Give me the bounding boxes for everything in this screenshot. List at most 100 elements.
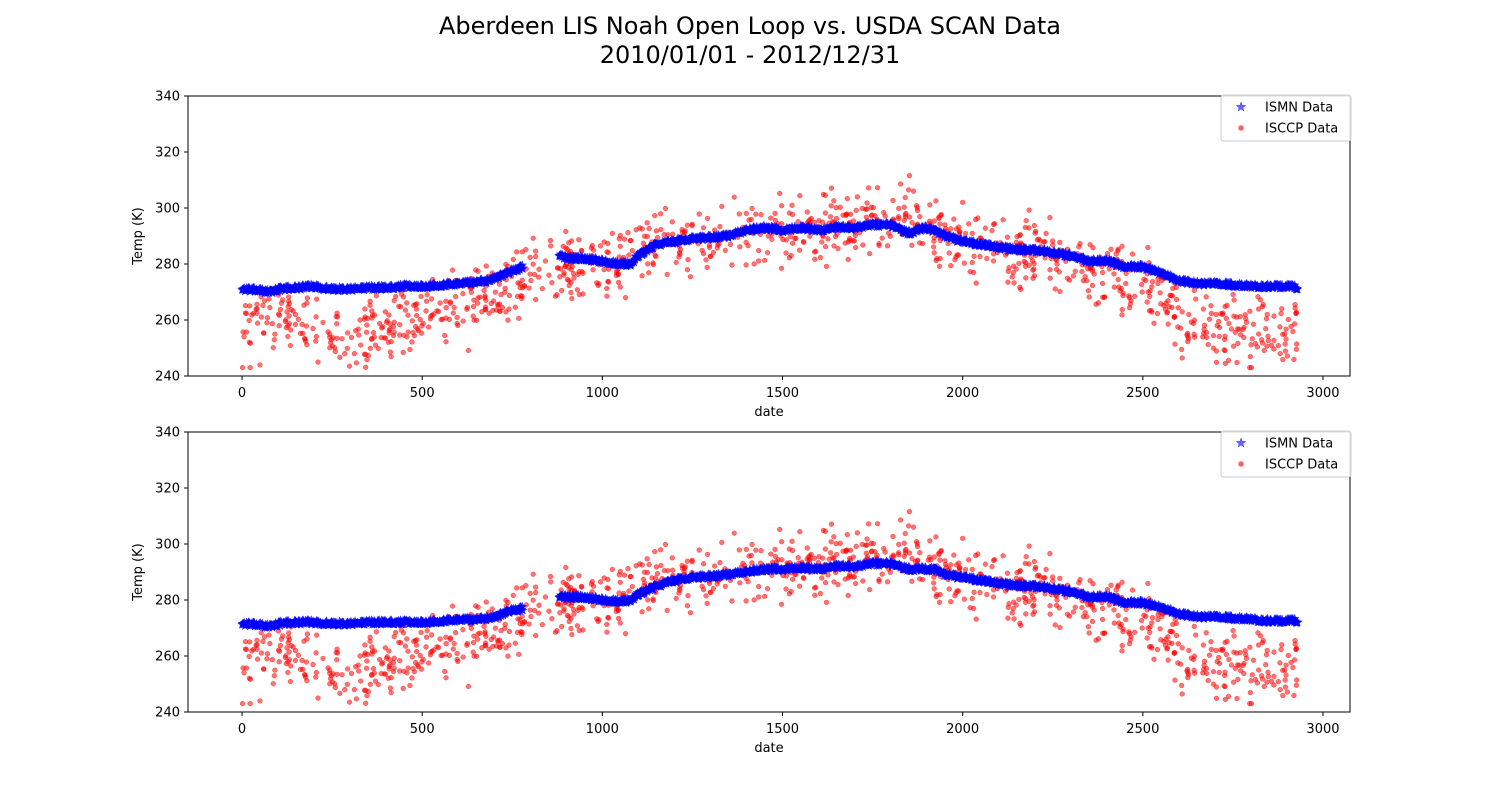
bottom-isccp-point bbox=[535, 610, 542, 616]
bottom-isccp-point bbox=[1009, 610, 1015, 616]
top-isccp-point bbox=[990, 221, 997, 228]
top-isccp-point bbox=[376, 320, 383, 327]
bottom-isccp-point bbox=[358, 678, 364, 684]
top-isccp-point bbox=[609, 230, 615, 237]
bottom-isccp-point bbox=[1047, 603, 1053, 609]
top-isccp-point bbox=[590, 267, 596, 273]
top-isccp-point bbox=[303, 338, 309, 344]
top-isccp-point bbox=[390, 332, 397, 339]
top-isccp-point bbox=[853, 207, 859, 214]
top-isccp-point bbox=[816, 217, 822, 224]
top-isccp-point bbox=[286, 313, 292, 319]
top-isccp-point bbox=[669, 219, 675, 225]
bottom-isccp-point bbox=[681, 565, 688, 571]
bottom-isccp-point bbox=[901, 540, 907, 546]
bottom-isccp-point bbox=[874, 521, 881, 527]
bottom-isccp-point bbox=[957, 565, 963, 571]
top-isccp-point bbox=[1237, 332, 1244, 338]
bottom-isccp-point bbox=[1164, 645, 1171, 651]
bottom-isccp-point bbox=[361, 687, 368, 693]
bottom-isccp-point bbox=[813, 584, 819, 590]
top-isccp-point bbox=[1023, 218, 1029, 224]
top-isccp-point bbox=[617, 284, 623, 290]
bottom-isccp-point bbox=[1119, 642, 1125, 649]
bottom-isccp-point bbox=[400, 685, 406, 692]
bottom-isccp-point bbox=[1280, 692, 1286, 699]
bottom-isccp-point bbox=[1264, 679, 1270, 685]
top-isccp-point bbox=[559, 287, 565, 294]
bottom-isccp-point bbox=[1091, 607, 1097, 613]
top-isccp-point bbox=[452, 293, 459, 300]
bottom-isccp-point bbox=[276, 659, 282, 665]
bottom-isccp-point bbox=[482, 640, 489, 646]
top-isccp-point bbox=[517, 281, 523, 287]
bottom-isccp-point bbox=[845, 575, 852, 581]
top-isccp-point bbox=[597, 243, 604, 249]
top-isccp-point bbox=[413, 306, 420, 312]
bottom-isccp-point bbox=[332, 684, 338, 691]
bottom-isccp-point bbox=[1292, 641, 1298, 647]
top-isccp-point bbox=[664, 271, 670, 278]
bottom-isccp-point bbox=[566, 618, 572, 625]
bottom-isccp-point bbox=[580, 627, 586, 633]
top-isccp-point bbox=[370, 329, 377, 336]
top-isccp-point bbox=[412, 301, 419, 308]
bottom-isccp-point bbox=[514, 585, 520, 591]
top-isccp-point bbox=[382, 309, 388, 315]
top-isccp-point bbox=[242, 310, 249, 316]
top-isccp-point bbox=[1292, 321, 1298, 327]
bottom-isccp-point bbox=[650, 597, 656, 604]
bottom-isccp-point bbox=[315, 695, 321, 701]
bottom-isccp-point bbox=[664, 607, 670, 614]
top-isccp-point bbox=[386, 312, 392, 318]
top-isccp-point bbox=[276, 323, 282, 329]
bottom-isccp-point bbox=[645, 597, 651, 603]
bottom-isccp-point bbox=[707, 589, 714, 596]
bottom-isccp-point bbox=[1225, 693, 1232, 700]
top-isccp-point bbox=[703, 257, 709, 263]
bottom-isccp-point bbox=[909, 555, 915, 562]
bottom-isccp-point bbox=[1149, 615, 1156, 621]
bottom-isccp-point bbox=[826, 556, 832, 562]
bottom-isccp-point bbox=[574, 623, 581, 629]
bottom-isccp-point bbox=[415, 664, 422, 670]
top-isccp-point bbox=[396, 303, 402, 310]
top-isccp-point bbox=[1014, 233, 1020, 240]
top-isccp-point bbox=[1146, 293, 1153, 300]
top-y-tick-label: 240 bbox=[155, 370, 180, 385]
top-isccp-point bbox=[1149, 309, 1155, 315]
bottom-isccp-point bbox=[790, 576, 796, 582]
bottom-isccp-point bbox=[393, 629, 399, 636]
bottom-isccp-point bbox=[1247, 690, 1253, 696]
top-isccp-point bbox=[1222, 360, 1228, 367]
bottom-isccp-point bbox=[533, 584, 539, 590]
bottom-isccp-point bbox=[952, 593, 958, 599]
bottom-isccp-point bbox=[1191, 667, 1197, 674]
bottom-isccp-point bbox=[937, 557, 943, 563]
top-isccp-point bbox=[300, 330, 306, 337]
bottom-isccp-point bbox=[570, 606, 577, 613]
top-isccp-point bbox=[242, 303, 249, 309]
top-isccp-point bbox=[270, 345, 276, 351]
bottom-isccp-point bbox=[984, 591, 990, 598]
top-isccp-point bbox=[845, 256, 851, 263]
top-isccp-point bbox=[1259, 304, 1265, 310]
top-isccp-point bbox=[897, 181, 904, 187]
top-isccp-point bbox=[410, 329, 416, 336]
bottom-isccp-point bbox=[404, 670, 410, 676]
bottom-isccp-point bbox=[613, 608, 620, 615]
bottom-isccp-point bbox=[704, 600, 710, 607]
bottom-isccp-point bbox=[1230, 627, 1236, 634]
top-isccp-point bbox=[269, 321, 276, 327]
bottom-isccp-point bbox=[542, 594, 549, 600]
top-isccp-point bbox=[1252, 340, 1259, 347]
bottom-ismn-series bbox=[237, 556, 1303, 633]
bottom-isccp-point bbox=[375, 681, 381, 688]
top-isccp-point bbox=[471, 297, 477, 303]
bottom-isccp-point bbox=[465, 683, 472, 690]
top-isccp-point bbox=[1226, 320, 1232, 327]
top-isccp-point bbox=[906, 173, 913, 179]
bottom-isccp-point bbox=[527, 607, 533, 613]
top-isccp-point bbox=[952, 257, 958, 263]
top-isccp-point bbox=[1277, 324, 1283, 330]
